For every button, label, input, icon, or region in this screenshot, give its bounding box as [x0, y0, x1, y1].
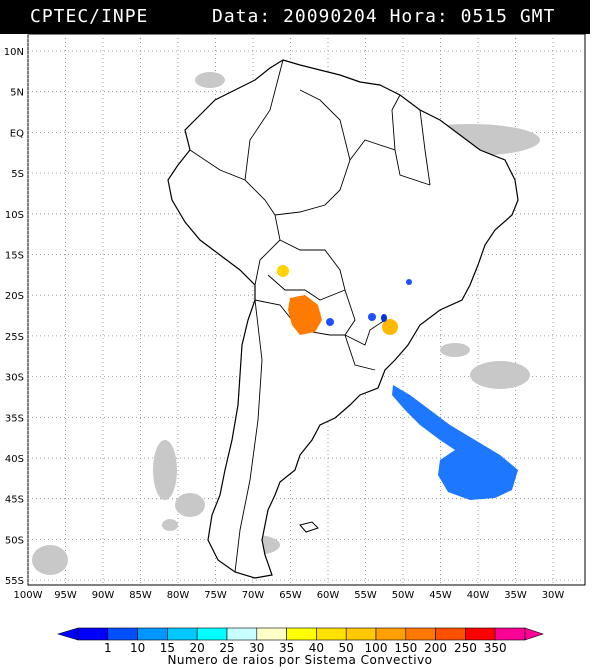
legend-swatch — [494, 627, 526, 641]
lat-label: 45S — [5, 495, 24, 506]
legend-tick-label: 150 — [394, 641, 417, 655]
lat-label: 30S — [5, 373, 24, 384]
lat-label: 50S — [5, 535, 24, 546]
lon-label: 65W — [279, 590, 302, 601]
map-frame — [27, 33, 586, 586]
lon-label: 35W — [504, 590, 527, 601]
lat-label: 5S — [11, 169, 24, 180]
lat-label: 35S — [5, 413, 24, 424]
legend-tick-label: 1 — [104, 641, 112, 655]
legend-tick-label: 250 — [454, 641, 477, 655]
legend-swatch — [107, 627, 138, 641]
legend-swatch — [196, 627, 228, 641]
legend-tick-label: 350 — [484, 641, 507, 655]
lon-label: 100W — [14, 590, 43, 601]
blue-cell-3 — [381, 314, 387, 322]
date-label: Data: — [212, 6, 272, 27]
legend-swatch — [256, 627, 287, 641]
blue-atlantic-system — [392, 385, 518, 500]
legend-tick-label: 100 — [365, 641, 388, 655]
blue-cell-2 — [368, 313, 376, 321]
lat-label: 20S — [5, 291, 24, 302]
lat-label: 15S — [5, 251, 24, 262]
legend-swatch — [435, 627, 466, 641]
legend-tick-label: 15 — [160, 641, 175, 655]
legend-tick-label: 20 — [190, 641, 205, 655]
lon-label: 75W — [204, 590, 227, 601]
legend-swatch — [77, 627, 109, 641]
legend-arrow-right — [524, 627, 544, 641]
legend-swatch — [167, 627, 198, 641]
legend-swatch — [137, 627, 168, 641]
lon-label: 70W — [242, 590, 265, 601]
legend-swatch — [375, 627, 407, 641]
legend-colorbar: 1 10 15 20 25 30 35 40 50 100 150 200 250 350 — [56, 627, 544, 655]
legend-arrow-left — [56, 627, 79, 641]
lon-label: 50W — [392, 590, 415, 601]
lon-label: 55W — [354, 590, 377, 601]
lon-label: 85W — [129, 590, 152, 601]
lat-label: EQ — [10, 128, 24, 139]
legend-tick-label: 10 — [130, 641, 145, 655]
lat-label: 40S — [5, 454, 24, 465]
lat-label: 10S — [5, 210, 24, 221]
legend-tick-label: 25 — [219, 641, 234, 655]
lon-label: 80W — [167, 590, 190, 601]
legend-swatch — [286, 627, 317, 641]
yellow-cell — [277, 265, 289, 277]
timestamp: Data: 20090204 Hora: 0515 GMT — [212, 6, 555, 27]
timezone: GMT — [519, 6, 556, 27]
legend-swatch — [465, 627, 496, 641]
lat-label: 10N — [4, 47, 24, 58]
legend-title: Numero de raios por Sistema Convectivo — [167, 653, 433, 667]
legend-tick-label: 30 — [249, 641, 264, 655]
orange-cell — [288, 295, 322, 335]
hour-label: Hora: — [389, 6, 449, 27]
lon-label: 90W — [92, 590, 115, 601]
map-header: CPTEC/INPE Data: 20090204 Hora: 0515 GMT — [0, 0, 590, 34]
legend-tick-label: 40 — [309, 641, 324, 655]
falkland-islands — [299, 521, 319, 533]
lon-label: 45W — [429, 590, 452, 601]
date-value: 20090204 — [283, 6, 378, 27]
axis-labels: 10N 5N EQ 5S 10S 15S 20S 25S 30S 35S 40S 45S 50S 55S 1… — [4, 47, 565, 601]
country-borders — [189, 59, 431, 573]
legend-tick-label: 200 — [424, 641, 447, 655]
blue-cell-1 — [326, 318, 334, 326]
legend-tick-label: 50 — [339, 641, 354, 655]
lon-label: 40W — [467, 590, 490, 601]
south-america-outline — [167, 59, 519, 579]
convective-systems — [277, 265, 518, 500]
blue-cell-4 — [406, 279, 412, 285]
gold-cell — [382, 319, 398, 335]
legend-swatch — [405, 627, 436, 641]
lat-label: 25S — [5, 332, 24, 343]
legend-swatch — [316, 627, 347, 641]
legend-tick-label: 35 — [279, 641, 294, 655]
lat-label: 5N — [10, 88, 24, 99]
legend-swatch — [226, 627, 258, 641]
lon-label: 30W — [542, 590, 565, 601]
lon-label: 60W — [317, 590, 340, 601]
lon-label: 95W — [54, 590, 77, 601]
lat-label: 55S — [5, 576, 24, 587]
hour-value: 0515 — [460, 6, 508, 27]
legend-swatch — [345, 627, 377, 641]
org-name: CPTEC/INPE — [30, 6, 149, 27]
